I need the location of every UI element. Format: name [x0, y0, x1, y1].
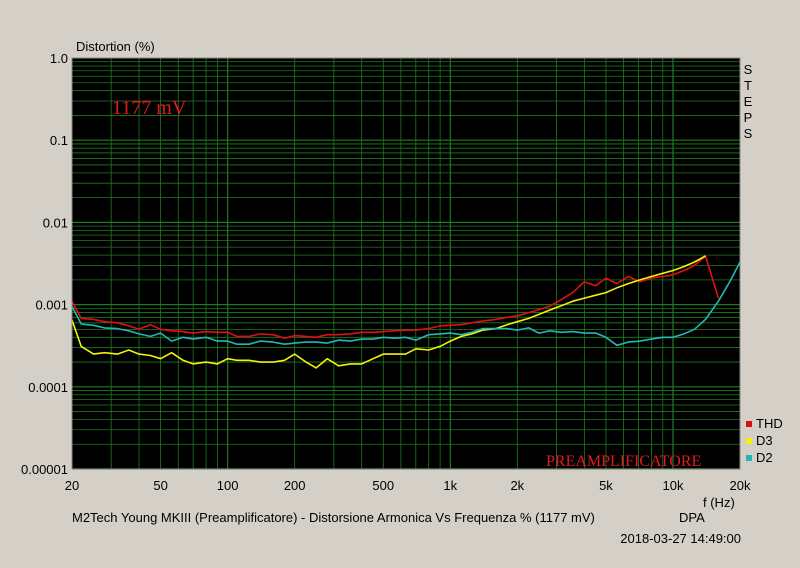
legend-swatch: [746, 455, 752, 461]
level-annotation: 1177 mV: [112, 97, 187, 119]
legend-label: D3: [756, 433, 773, 448]
timestamp: 2018-03-27 14:49:00: [620, 531, 741, 546]
x-tick-label: 100: [217, 478, 239, 493]
y-tick-label: 0.1: [50, 133, 68, 148]
x-tick-label: 200: [284, 478, 306, 493]
brand-annotation: PREAMPLIFICATORE: [546, 453, 701, 470]
legend-swatch: [746, 421, 752, 427]
legend-swatch: [746, 438, 752, 444]
y-axis-label: Distortion (%): [76, 39, 155, 54]
caption-tag: DPA: [679, 510, 705, 525]
x-tick-label: 50: [153, 478, 167, 493]
y-tick-labels: 1.0 0.1 0.01 0.001 0.0001 0.00001: [21, 51, 68, 477]
y-tick-label: 0.00001: [21, 462, 68, 477]
plot-background: [72, 58, 740, 469]
legend-label: THD: [756, 416, 783, 431]
legend: THD D3 D2: [746, 416, 783, 465]
y-tick-label: 0.0001: [28, 380, 68, 395]
y-tick-label: 0.01: [43, 215, 68, 230]
x-tick-label: 500: [372, 478, 394, 493]
x-tick-label: 5k: [599, 478, 613, 493]
x-tick-label: 20: [65, 478, 79, 493]
chart-caption: M2Tech Young MKIII (Preamplificatore) - …: [72, 510, 595, 525]
series-line-thd: [71, 255, 720, 340]
x-tick-label: 1k: [443, 478, 457, 493]
plot-frame: [71, 57, 741, 470]
series-layer: [71, 255, 741, 369]
series-line-d3: [71, 255, 706, 369]
legend-label: D2: [756, 450, 773, 465]
x-tick-label: 10k: [662, 478, 683, 493]
series-line-d2: [71, 261, 741, 347]
x-tick-label: 2k: [510, 478, 524, 493]
x-axis-label: f (Hz): [703, 495, 735, 510]
x-tick-labels: 20 50 100 200 500 1k 2k 5k 10k 20k: [65, 478, 751, 493]
x-tick-label: 20k: [730, 478, 751, 493]
y-tick-label: 1.0: [50, 51, 68, 66]
y-tick-label: 0.001: [35, 298, 68, 313]
